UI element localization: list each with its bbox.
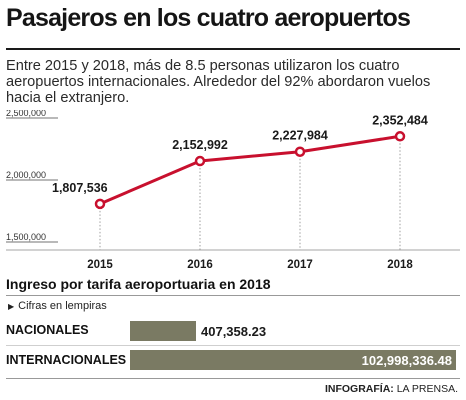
bar-chart-title: Ingreso por tarifa aeroportuaria en 2018	[6, 276, 271, 292]
y-tick-label: 2,500,000	[6, 110, 46, 118]
data-label: 1,807,536	[52, 181, 108, 195]
bar-internacionales	[130, 350, 456, 370]
y-tick-label: 2,000,000	[6, 170, 46, 180]
footer-label: INFOGRAFÍA:	[324, 383, 394, 395]
intro-text: Entre 2015 y 2018, más de 8.5 personas u…	[6, 58, 431, 106]
data-label: 2,152,992	[172, 138, 228, 152]
bar-value-internacionales: 102,998,336.48	[361, 353, 452, 368]
x-tick-label: 2017	[287, 259, 313, 271]
data-point	[294, 146, 306, 157]
currency-note-text: Cifras en lempiras	[18, 300, 107, 312]
footer-divider	[6, 378, 460, 379]
data-point	[394, 131, 406, 142]
bar-nacionales	[130, 321, 196, 341]
footer-source: LA PRENSA.	[396, 383, 458, 395]
data-label: 2,352,484	[372, 113, 428, 127]
data-label: 2,227,984	[272, 129, 328, 143]
line-chart: 1,500,000 2,000,000 2,500,000 2015 2016 2017 2…	[6, 110, 460, 271]
x-tick-label: 2015	[87, 259, 113, 271]
x-tick-label: 2018	[387, 259, 413, 271]
page-title: Pasajeros en los cuatro aeropuertos	[6, 4, 411, 32]
data-point	[94, 198, 106, 210]
row-divider	[6, 345, 460, 346]
subtitle-divider	[6, 295, 460, 296]
bar-label-nacionales: NACIONALES	[6, 323, 89, 337]
triangle-icon: ▶	[8, 302, 15, 311]
title-divider	[6, 48, 460, 50]
currency-note: ▶ Cifras en lempiras	[8, 300, 107, 312]
data-point	[194, 155, 206, 167]
footer-credit: INFOGRAFÍA: LA PRENSA.	[325, 383, 458, 395]
y-tick-label: 1,500,000	[6, 232, 46, 242]
x-tick-label: 2016	[187, 259, 213, 271]
series-line	[99, 134, 401, 206]
bar-label-internacionales: INTERNACIONALES	[6, 353, 127, 367]
bar-value-nacionales: 407,358.23	[201, 324, 267, 339]
